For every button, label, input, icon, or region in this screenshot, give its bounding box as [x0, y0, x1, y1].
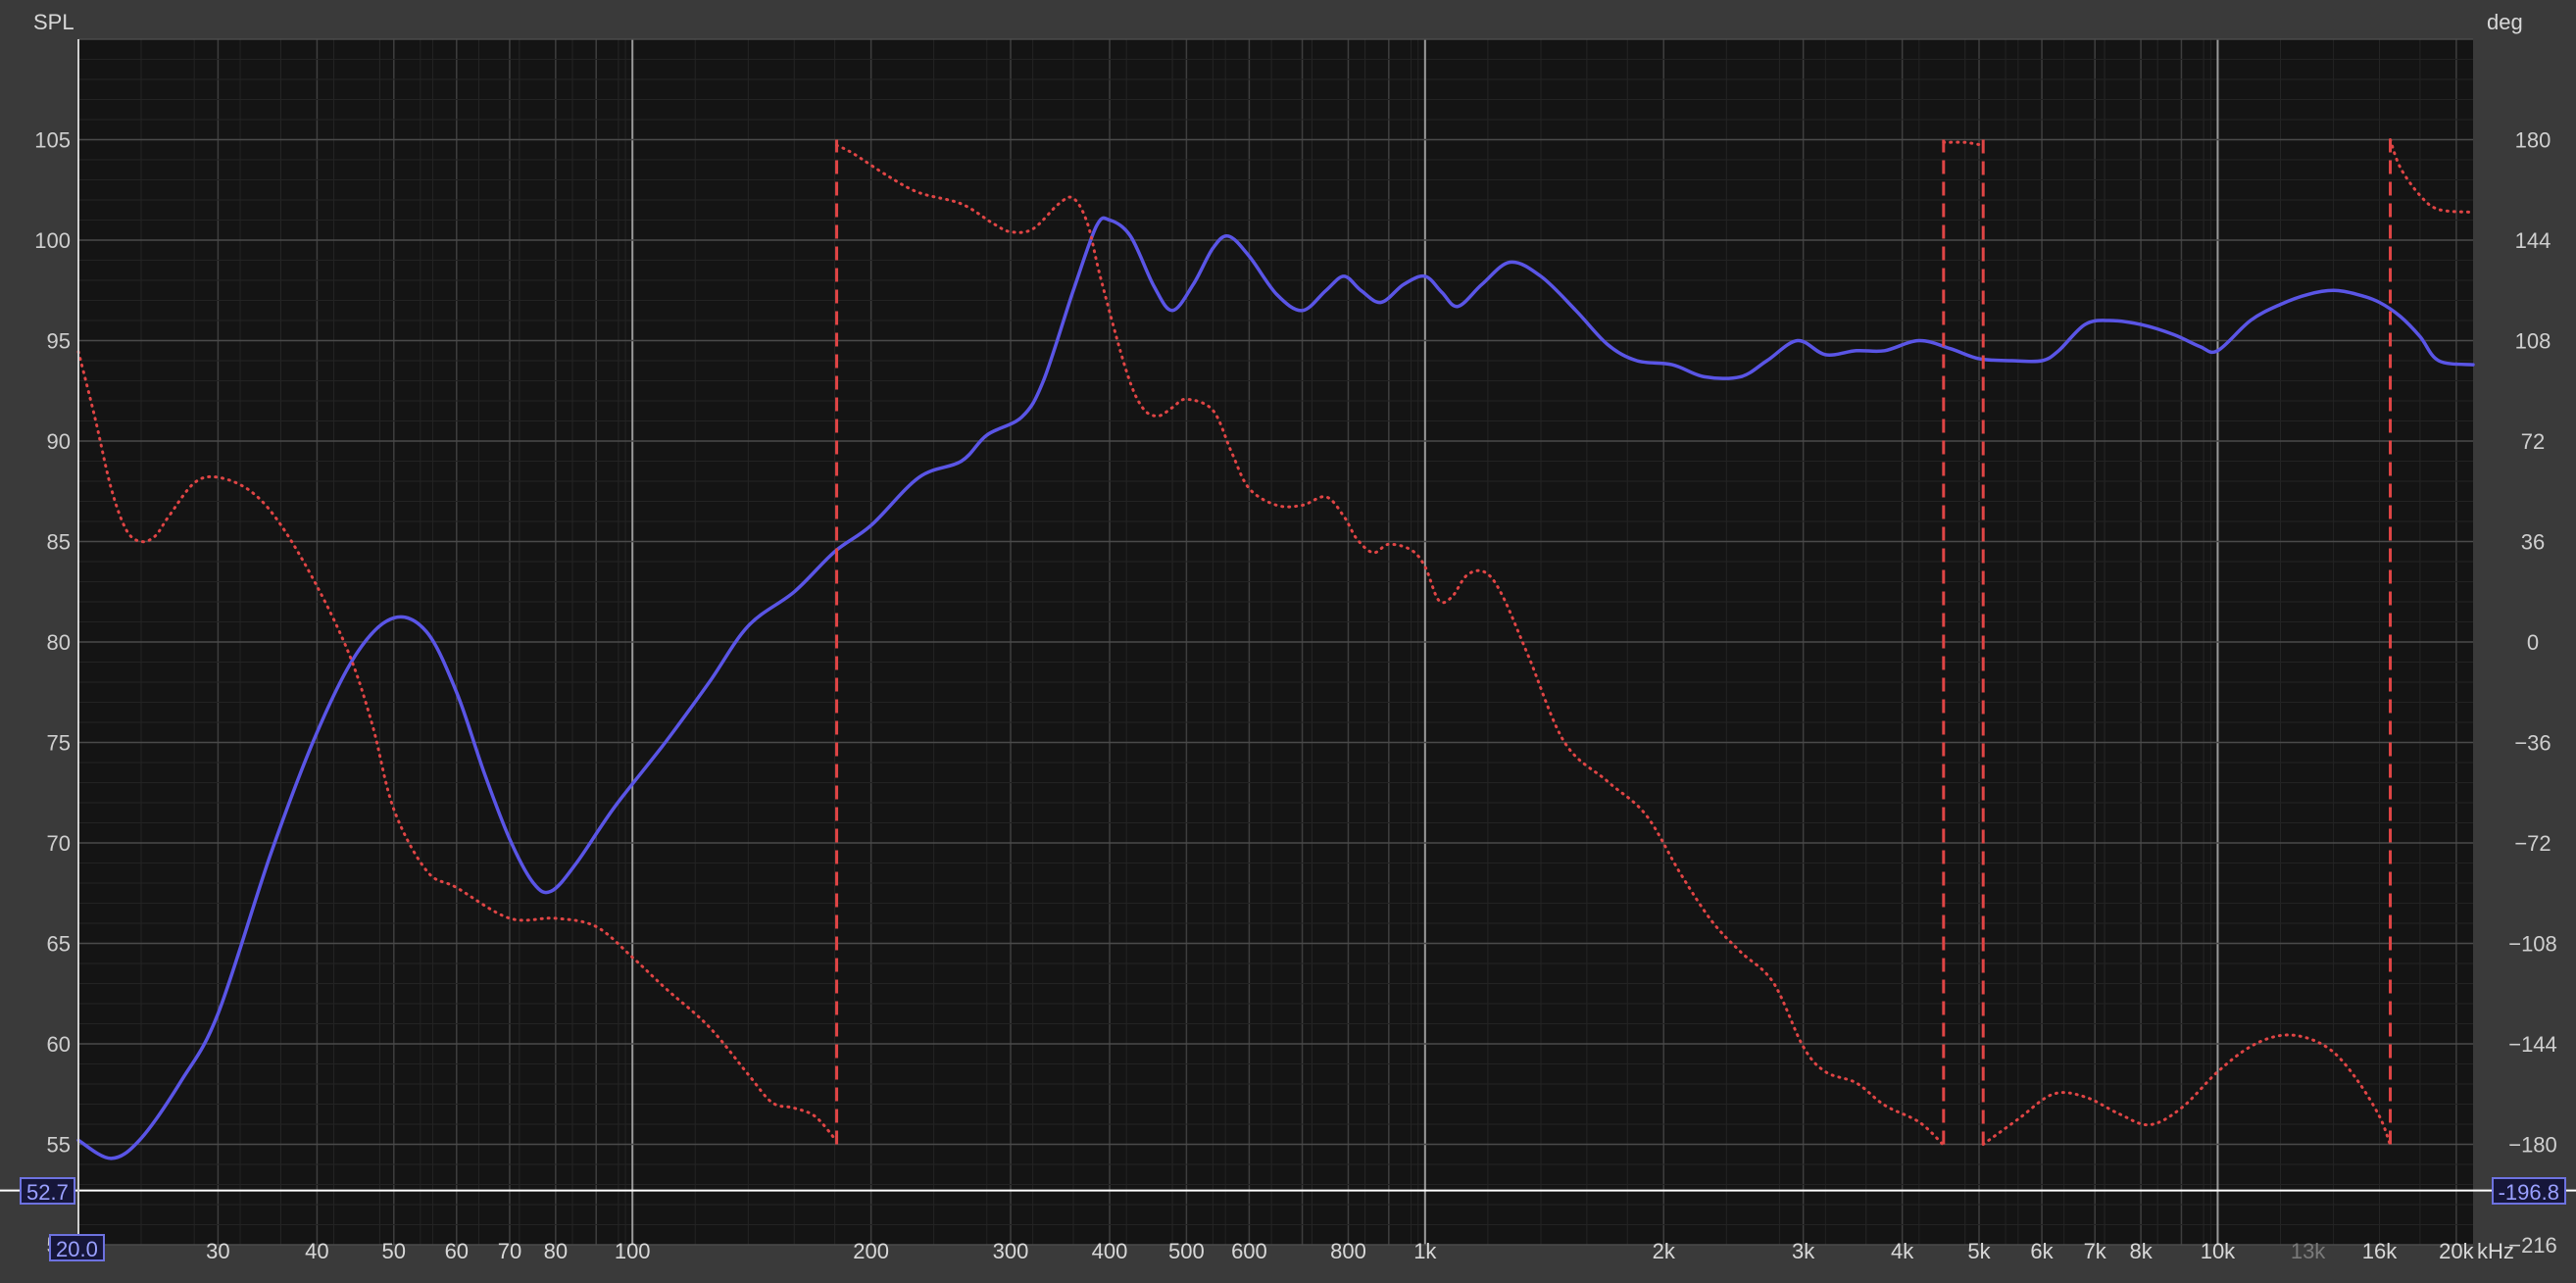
x-tick-label: 200 — [853, 1239, 889, 1263]
x-tick-label: 40 — [305, 1239, 328, 1263]
x-tick-label: 80 — [544, 1239, 568, 1263]
y-left-tick-label: 85 — [47, 530, 71, 555]
phase-line — [835, 143, 1945, 1146]
series-layer — [76, 138, 2475, 1160]
y-right-tick-label: 144 — [2515, 228, 2551, 253]
cursor-phase-readout[interactable]: -196.8 — [2491, 1176, 2566, 1205]
x-tick-label: 10k — [2201, 1239, 2236, 1263]
y-right-tick-label: −180 — [2508, 1133, 2557, 1158]
x-tick-label: 8k — [2129, 1239, 2153, 1263]
y-right-tick-label: 0 — [2527, 630, 2539, 655]
phase-line — [1942, 140, 1984, 147]
x-tick-label: 2k — [1653, 1239, 1676, 1263]
x-tick-label: 4k — [1891, 1239, 1914, 1263]
x-ticks: 30 40 50 60 70 80 100 200 300 400 500 600 800 1k 2k 3k 4… — [206, 1239, 2514, 1263]
y-left-tick-label: 70 — [47, 831, 71, 856]
x-tick-label: 7k — [2084, 1239, 2107, 1263]
x-tick-label: 1k — [1413, 1239, 1437, 1263]
cursor-frequency-readout[interactable]: 20.0 — [49, 1234, 105, 1261]
x-tick-label: 50 — [382, 1239, 406, 1263]
y-right-axis-label: deg — [2487, 10, 2523, 34]
major-grid — [78, 38, 2473, 1246]
x-unit-label: kHz — [2477, 1239, 2514, 1263]
y-right-ticks: −216 −180 −144 −108 −72 −36 0 36 72 108 144 180 — [2508, 128, 2557, 1258]
y-left-axis-label: SPL — [33, 10, 74, 34]
x-tick-label: 400 — [1092, 1239, 1128, 1263]
y-right-tick-label: −72 — [2514, 831, 2551, 856]
y-right-tick-label: 72 — [2521, 429, 2545, 454]
phase-line — [2389, 138, 2475, 214]
y-left-tick-label: 75 — [47, 731, 71, 756]
x-tick-label: 100 — [615, 1239, 651, 1263]
y-left-tick-label: 60 — [47, 1032, 71, 1057]
x-tick-label: 13k — [2291, 1239, 2326, 1263]
y-right-tick-label: −216 — [2508, 1233, 2557, 1258]
x-tick-label: 16k — [2362, 1239, 2398, 1263]
y-left-tick-label: 90 — [47, 429, 71, 454]
phase-line — [76, 350, 837, 1141]
x-tick-label: 500 — [1168, 1239, 1205, 1263]
y-left-tick-label: 95 — [47, 329, 71, 354]
x-tick-label: 60 — [445, 1239, 469, 1263]
x-tick-label: 800 — [1330, 1239, 1366, 1263]
y-right-tick-label: −144 — [2508, 1032, 2557, 1057]
y-right-tick-label: 108 — [2515, 329, 2551, 354]
y-right-tick-label: 36 — [2521, 530, 2545, 555]
x-tick-label: 20k — [2439, 1239, 2474, 1263]
y-left-tick-label: 105 — [34, 128, 71, 153]
phase-line — [1981, 1033, 2392, 1146]
y-right-tick-label: 180 — [2515, 128, 2551, 153]
y-left-tick-label: 65 — [47, 932, 71, 957]
x-tick-label: 600 — [1231, 1239, 1267, 1263]
x-tick-label: 6k — [2030, 1239, 2054, 1263]
y-left-tick-label: 55 — [47, 1133, 71, 1158]
cursor-spl-readout[interactable]: 52.7 — [20, 1176, 75, 1205]
y-left-tick-label: 100 — [34, 228, 71, 253]
spl-line — [76, 216, 2475, 1160]
y-right-tick-label: −36 — [2514, 731, 2551, 756]
x-tick-label: 3k — [1792, 1239, 1815, 1263]
x-tick-label: 5k — [1967, 1239, 1991, 1263]
y-left-tick-label: 80 — [47, 630, 71, 655]
x-tick-label: 30 — [206, 1239, 229, 1263]
x-tick-label: 300 — [993, 1239, 1029, 1263]
x-tick-label: 70 — [498, 1239, 521, 1263]
y-right-tick-label: −108 — [2508, 932, 2557, 957]
